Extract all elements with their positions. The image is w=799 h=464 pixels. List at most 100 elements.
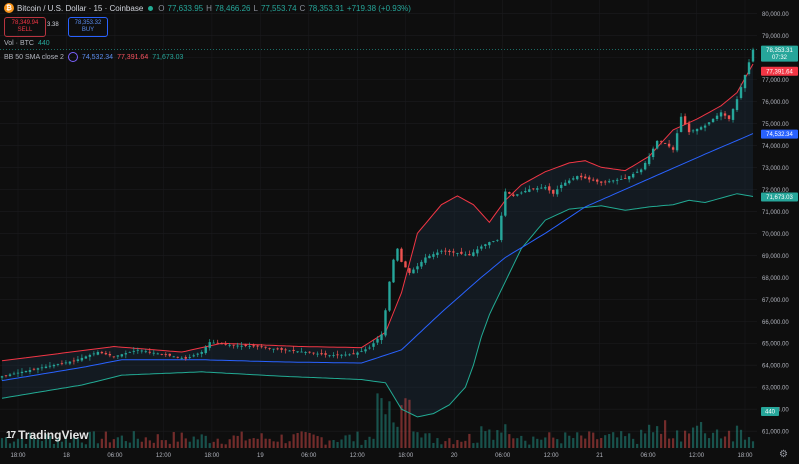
volume-bar <box>300 431 303 448</box>
bb-basis-tag-text: 74,532.34 <box>766 132 793 138</box>
volume-bar <box>524 440 527 448</box>
volume-bar <box>240 431 243 448</box>
price-tick-label: 61,000.00 <box>762 430 789 436</box>
volume-bar <box>672 438 675 448</box>
buy-button[interactable]: 78,353.32 BUY <box>68 17 108 37</box>
candle <box>695 128 699 132</box>
volume-bar <box>184 438 187 448</box>
candle <box>548 186 551 191</box>
volume-bar <box>344 435 347 448</box>
volume-bar <box>156 434 159 448</box>
volume-bar <box>660 433 663 448</box>
candle <box>480 246 483 249</box>
gear-icon[interactable]: ⚙ <box>779 449 788 460</box>
volume-bar <box>248 438 251 448</box>
candle <box>667 143 671 147</box>
candle <box>663 142 667 144</box>
candle <box>44 366 48 369</box>
candle <box>460 251 463 254</box>
candle <box>568 180 571 184</box>
candle <box>592 179 595 181</box>
candle <box>140 350 144 352</box>
low-value: 77,553.74 <box>260 3 297 13</box>
volume-bar <box>216 438 219 448</box>
volume-bar <box>304 432 307 448</box>
time-tick-label: 12:00 <box>350 453 366 459</box>
volume-legend[interactable]: Vol · BTC 440 <box>4 40 50 47</box>
candle <box>64 362 68 364</box>
candle <box>96 352 100 355</box>
candle <box>472 252 475 257</box>
candle <box>635 171 639 173</box>
volume-bar <box>84 444 87 448</box>
candle <box>100 352 104 354</box>
volume-bar <box>312 434 315 448</box>
candle <box>683 116 687 125</box>
volume-bar <box>232 435 235 448</box>
candle <box>80 357 84 361</box>
candle <box>276 348 279 350</box>
volume-bar <box>456 440 459 448</box>
time-tick-label: 18:00 <box>737 453 753 459</box>
price-tick-label: 77,000.00 <box>762 78 789 84</box>
volume-bar <box>188 441 191 448</box>
volume-bar <box>120 435 123 448</box>
price-tick-label: 65,000.00 <box>762 342 789 348</box>
volume-bar <box>28 432 32 448</box>
volume-bar <box>404 398 407 448</box>
volume-bar <box>40 441 44 448</box>
candle <box>28 370 32 372</box>
candle <box>112 356 116 358</box>
symbol-title[interactable]: Bitcoin / U.S. Dollar · 15 · Coinbase <box>17 3 144 13</box>
volume-bar <box>636 443 639 448</box>
time-axis[interactable] <box>0 448 799 464</box>
candle <box>128 352 132 353</box>
sell-button[interactable]: 78,349.94 SELL <box>4 17 46 37</box>
candle <box>476 249 479 254</box>
candle <box>552 189 555 194</box>
price-tick-label: 68,000.00 <box>762 276 789 282</box>
price-tick-label: 72,000.00 <box>762 188 789 194</box>
candle <box>48 365 52 367</box>
volume-bar <box>4 437 8 448</box>
volume-bar <box>460 441 463 448</box>
candle <box>32 368 36 370</box>
volume-bar <box>328 440 331 448</box>
volume-bar <box>428 433 431 448</box>
candle <box>324 353 327 355</box>
volume-bar <box>88 431 91 448</box>
candle <box>596 179 599 182</box>
volume-bar <box>196 439 199 448</box>
candle <box>40 367 44 369</box>
price-tick-label: 79,000.00 <box>762 34 789 40</box>
candle <box>739 87 743 98</box>
volume-bar <box>715 429 719 448</box>
time-tick-label: 06:00 <box>107 453 123 459</box>
volume-bar <box>148 440 151 448</box>
bollinger-legend[interactable]: BB 50 SMA close 2 74,532.34 77,391.64 71… <box>4 52 183 62</box>
candle <box>611 180 615 182</box>
volume-bar <box>68 442 72 448</box>
last-price-tag-text: 07:32 <box>772 55 788 61</box>
price-axis[interactable] <box>757 0 799 464</box>
candle <box>588 177 591 180</box>
candle <box>0 376 4 378</box>
candle <box>504 191 507 216</box>
candle <box>671 147 675 150</box>
candle <box>424 257 427 263</box>
tradingview-logo[interactable]: 17 TradingView <box>6 428 89 442</box>
volume-bar <box>348 434 351 448</box>
price-tick-label: 71,000.00 <box>762 210 789 216</box>
candle <box>208 342 211 348</box>
volume-bar <box>164 440 167 448</box>
price-tick-label: 80,000.00 <box>762 12 789 18</box>
candle <box>440 250 443 252</box>
candle <box>168 353 171 356</box>
candle <box>615 179 619 181</box>
volume-bar <box>735 425 739 448</box>
volume-bar <box>64 435 68 448</box>
volume-bar <box>632 438 635 448</box>
candle <box>488 242 491 246</box>
candle <box>320 353 323 355</box>
